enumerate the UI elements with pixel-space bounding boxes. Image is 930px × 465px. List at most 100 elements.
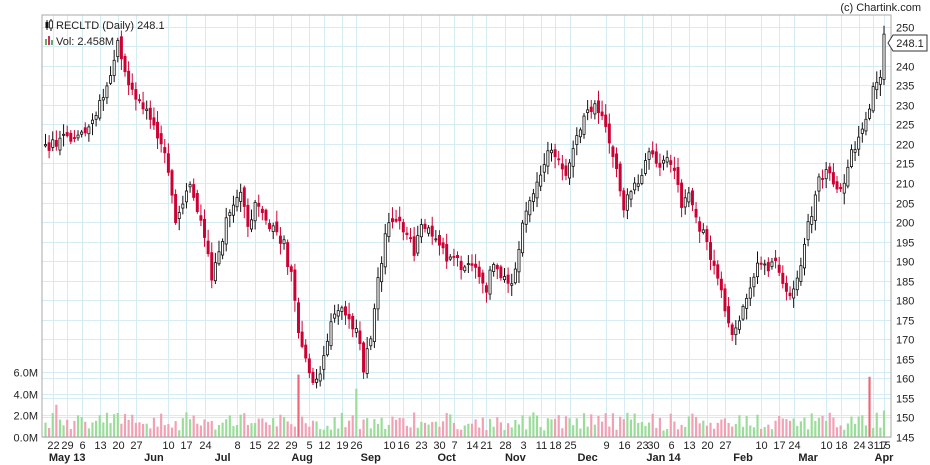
candle-body xyxy=(166,153,170,173)
candle-body xyxy=(593,103,597,115)
volume-bar xyxy=(770,429,774,437)
volume-bar xyxy=(810,413,813,437)
candle-body xyxy=(640,175,644,184)
candle-body xyxy=(44,144,47,147)
candle-body xyxy=(405,232,409,235)
candle-body xyxy=(777,264,781,273)
candle-body xyxy=(427,227,431,234)
candle-body xyxy=(119,36,123,60)
volume-bar xyxy=(521,415,524,437)
candle-body xyxy=(163,147,167,154)
volume-bar xyxy=(427,424,430,437)
candle-body xyxy=(474,263,478,268)
price-tick-label: 230 xyxy=(896,101,914,113)
volume-bar xyxy=(575,418,578,437)
day-tick-label: 28 xyxy=(499,440,511,452)
volume-bar xyxy=(716,422,719,437)
volume-bar xyxy=(626,412,629,437)
volume-bar xyxy=(803,417,806,437)
volume-bar xyxy=(384,428,387,437)
volume-bar xyxy=(282,416,286,437)
candle-body xyxy=(821,178,825,180)
candle-body xyxy=(231,204,235,216)
candle-body xyxy=(112,59,116,76)
volume-bar xyxy=(44,422,47,437)
volume-bar xyxy=(387,424,390,437)
volume-bar xyxy=(832,417,835,437)
candle-body xyxy=(625,194,629,211)
candle-body xyxy=(250,219,253,230)
day-tick-label: 30 xyxy=(433,440,445,452)
volume-bar xyxy=(879,427,882,437)
volume-bar xyxy=(662,430,665,437)
day-tick-label: 7 xyxy=(451,440,457,452)
candle-body xyxy=(199,215,203,221)
candle-body xyxy=(517,248,521,273)
candle-body xyxy=(875,81,879,91)
candle-body xyxy=(557,158,561,161)
candle-body xyxy=(586,109,590,113)
candle-body xyxy=(680,182,684,208)
volume-bar xyxy=(261,418,264,437)
volume-bar xyxy=(58,419,62,437)
candle-body xyxy=(221,241,225,256)
candle-body xyxy=(687,192,691,203)
volume-bar xyxy=(684,426,687,437)
candle-body xyxy=(853,149,857,153)
candle-body xyxy=(662,159,666,164)
volume-bar xyxy=(366,418,369,437)
volume-bar xyxy=(95,420,98,437)
candle-body xyxy=(278,235,282,244)
volume-bar xyxy=(647,422,651,437)
candle-body xyxy=(300,331,304,347)
candle-body xyxy=(380,263,384,283)
candle-body xyxy=(369,338,373,347)
candle-body xyxy=(192,184,196,198)
candle-body xyxy=(596,100,600,114)
month-tick-label: Dec xyxy=(578,452,598,464)
volume-bar xyxy=(720,419,723,437)
volume-bar xyxy=(593,424,596,437)
candle-body xyxy=(347,313,351,320)
candle-body xyxy=(80,131,84,135)
volume-bar xyxy=(319,429,322,437)
candle-body xyxy=(542,164,546,173)
volume-bar xyxy=(817,418,821,437)
price-tick-label: 220 xyxy=(896,140,914,152)
day-tick-label: 19 xyxy=(336,440,348,452)
volume-bar xyxy=(452,422,455,437)
legend: RECLTD (Daily) 248.1 Vol: 2.458M xyxy=(45,19,165,48)
day-tick-label: 16 xyxy=(618,440,630,452)
volume-bar xyxy=(713,428,716,437)
candle-body xyxy=(286,242,290,268)
candle-body xyxy=(83,127,87,134)
volume-bar xyxy=(554,418,557,437)
day-tick-label: 27 xyxy=(130,440,142,452)
volume-bar xyxy=(120,423,123,437)
volume-bar xyxy=(167,424,170,437)
volume-bar xyxy=(156,426,159,437)
volume-bar xyxy=(463,425,466,437)
candle-body xyxy=(409,237,413,240)
candle-body xyxy=(828,166,832,174)
volume-bar xyxy=(741,426,745,437)
day-tick-label: 24 xyxy=(853,440,865,452)
day-tick-label: 13 xyxy=(683,440,695,452)
candle-body xyxy=(127,70,131,86)
volume-bar xyxy=(268,424,271,437)
volume-bar xyxy=(423,422,427,437)
volume-bar xyxy=(351,415,354,437)
volume-bar xyxy=(796,425,799,437)
volume-bar xyxy=(835,427,839,437)
day-tick-label: 24 xyxy=(199,440,211,452)
volume-bar xyxy=(781,418,784,437)
candle-body xyxy=(206,240,210,255)
volume-bar xyxy=(666,429,669,437)
volume-bar xyxy=(474,419,477,437)
candle-body xyxy=(806,221,810,241)
candle-body xyxy=(719,278,723,291)
volume-bar xyxy=(232,426,235,437)
candle-body xyxy=(398,216,402,222)
candle-body xyxy=(618,163,622,192)
candle-body xyxy=(130,82,134,90)
